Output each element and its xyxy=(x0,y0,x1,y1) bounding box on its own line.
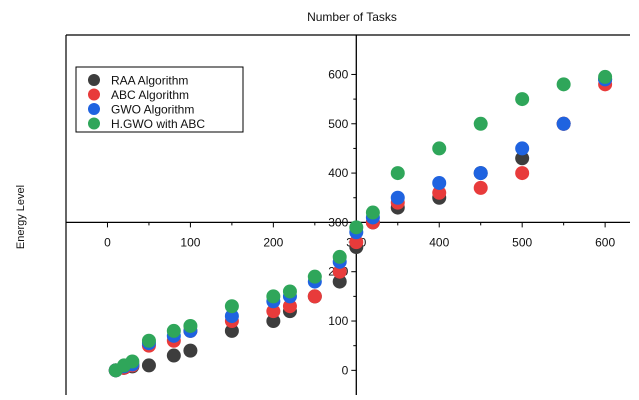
data-point xyxy=(332,249,347,264)
data-point xyxy=(473,166,488,181)
data-point xyxy=(432,175,447,190)
data-point xyxy=(266,289,281,304)
data-point xyxy=(224,323,239,338)
data-point xyxy=(125,354,140,369)
data-point xyxy=(224,309,239,324)
legend-label: GWO Algorithm xyxy=(111,103,194,117)
legend-label: ABC Algorithm xyxy=(111,88,189,102)
legend-marker xyxy=(88,74,100,86)
legend-marker xyxy=(88,103,100,115)
series-4 xyxy=(108,69,613,378)
x-tick-label: 600 xyxy=(595,235,615,249)
data-point xyxy=(266,314,281,329)
data-point xyxy=(349,235,364,250)
y-tick-label: 600 xyxy=(328,67,348,81)
legend-marker xyxy=(88,88,100,101)
y-tick-label: 400 xyxy=(328,166,348,180)
data-point xyxy=(390,166,405,181)
x-tick-label: 100 xyxy=(180,235,200,249)
data-point xyxy=(515,166,530,181)
data-point xyxy=(332,274,347,289)
y-tick-label: 0 xyxy=(342,363,349,377)
data-point xyxy=(282,284,297,299)
data-points xyxy=(108,69,613,378)
data-point xyxy=(432,141,447,156)
legend-marker xyxy=(88,117,100,130)
data-point xyxy=(598,69,613,84)
data-point xyxy=(365,205,380,220)
chart-title: Number of Tasks xyxy=(307,10,397,24)
data-point xyxy=(183,318,198,333)
legend-box xyxy=(75,66,244,133)
data-point xyxy=(166,348,181,363)
data-point xyxy=(515,151,530,166)
y-axis-label: Energy Level xyxy=(15,185,27,249)
data-point xyxy=(473,180,488,195)
data-point xyxy=(141,333,156,348)
legend-label: H.GWO with ABC xyxy=(111,117,205,131)
data-point xyxy=(307,289,322,304)
data-point xyxy=(556,116,571,131)
data-point xyxy=(332,264,347,279)
data-point xyxy=(349,220,364,235)
x-tick-label: 400 xyxy=(429,235,449,249)
x-tick-label: 500 xyxy=(512,235,532,249)
data-point xyxy=(307,269,322,284)
data-point xyxy=(141,358,156,373)
data-point xyxy=(515,92,530,107)
data-point xyxy=(432,185,447,200)
y-tick-label: 100 xyxy=(328,314,348,328)
data-point xyxy=(390,190,405,205)
data-point xyxy=(556,77,571,92)
plot-frame xyxy=(65,34,630,395)
legend-label: RAA Algorithm xyxy=(111,74,188,88)
data-point xyxy=(473,116,488,131)
data-point xyxy=(266,304,281,319)
data-point xyxy=(183,343,198,358)
x-tick-label: 200 xyxy=(263,235,283,249)
data-point xyxy=(224,299,239,314)
data-point xyxy=(515,141,530,156)
y-tick-label: 500 xyxy=(328,117,348,131)
x-tick-label: 0 xyxy=(104,235,111,249)
data-point xyxy=(282,299,297,314)
y-tick-label: 300 xyxy=(328,215,348,229)
data-point xyxy=(166,323,181,338)
